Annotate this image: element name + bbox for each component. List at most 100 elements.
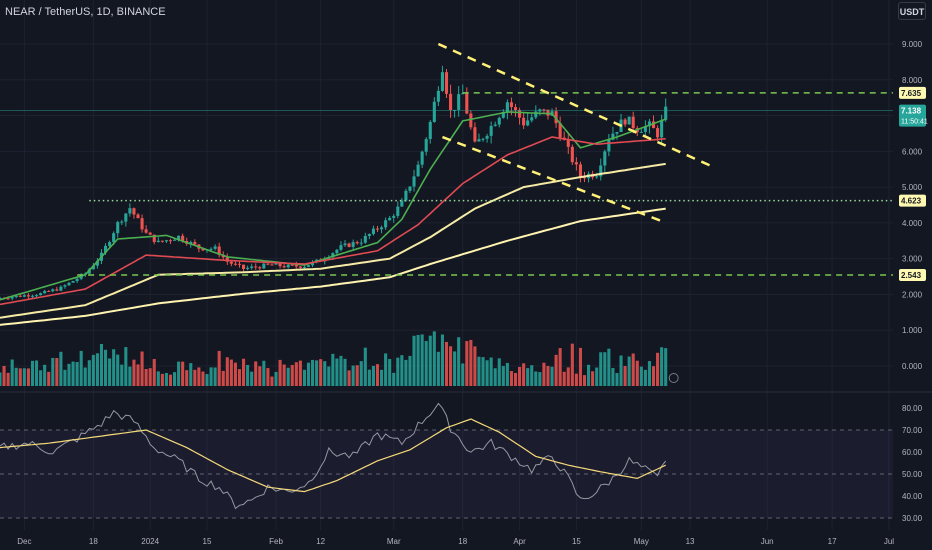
volume-bar — [453, 351, 457, 386]
candle-body — [501, 112, 505, 118]
candle-body — [651, 121, 656, 129]
candle-body — [75, 278, 79, 282]
candle-body — [246, 267, 250, 269]
volume-bar — [152, 358, 156, 386]
candle-body — [144, 229, 148, 233]
volume-bar — [331, 353, 335, 386]
candle-body — [526, 120, 530, 126]
candle-body — [290, 264, 294, 266]
price-tick-label: 9.000 — [902, 40, 923, 49]
candle-body — [189, 242, 193, 244]
volume-bar — [404, 359, 408, 386]
price-label: 7.138 — [901, 107, 922, 116]
candle-body — [274, 263, 278, 265]
candle-body — [424, 138, 428, 152]
volume-bar — [120, 364, 124, 386]
volume-bar — [647, 361, 651, 386]
candle-body — [152, 234, 156, 242]
candle-body — [254, 266, 258, 268]
volume-bar — [639, 366, 643, 386]
candle-body — [10, 297, 14, 299]
volume-bar — [436, 351, 440, 386]
candle-body — [457, 94, 461, 110]
volume-bar — [587, 364, 591, 386]
candle-body — [343, 243, 347, 246]
volume-bar — [562, 371, 566, 386]
volume-bar — [444, 341, 449, 386]
volume-bar — [172, 372, 177, 386]
candle-body — [120, 221, 124, 223]
volume-bar — [501, 366, 505, 386]
candle-body — [647, 121, 651, 127]
candle-body — [124, 213, 128, 222]
volume-bar — [128, 366, 132, 386]
volume-bar — [201, 371, 205, 386]
volume-bar — [384, 353, 388, 386]
time-tick-label: 15 — [572, 537, 581, 546]
volume-bar — [51, 357, 55, 386]
candle-body — [656, 128, 660, 138]
candle-body — [213, 246, 217, 249]
volume-bar — [108, 358, 112, 386]
time-tick-label: Jul — [884, 537, 894, 546]
candle-body — [396, 206, 400, 216]
volume-bar — [168, 374, 173, 386]
candle-body — [148, 232, 152, 235]
candle-body — [578, 164, 582, 178]
candle-body — [282, 266, 286, 268]
moving-average-line — [0, 162, 666, 319]
volume-bar — [213, 367, 217, 386]
candle-body — [128, 208, 132, 214]
volume-bar — [660, 347, 664, 386]
volume-bar — [302, 369, 306, 386]
candle-body — [306, 265, 311, 267]
candle-body — [639, 131, 643, 133]
volume-bar — [534, 371, 538, 386]
candle-body — [631, 116, 635, 129]
candle-body — [168, 240, 173, 242]
candle-body — [209, 248, 213, 250]
candle-body — [242, 264, 246, 269]
candle-body — [643, 126, 647, 132]
volume-bar — [262, 360, 266, 386]
candle-body — [388, 217, 392, 221]
volume-bar — [578, 347, 582, 386]
candle-body — [554, 111, 558, 124]
time-tick-label: 13 — [686, 537, 695, 546]
volume-bar — [440, 334, 444, 386]
volume-bar — [380, 369, 384, 386]
candle-body — [22, 295, 26, 297]
volume-bar — [631, 353, 635, 386]
volume-bar — [47, 371, 51, 386]
candle-body — [6, 298, 10, 300]
volume-bar — [599, 352, 603, 386]
volume-bar — [205, 374, 209, 386]
candle-body — [266, 263, 270, 265]
volume-bar — [112, 349, 116, 386]
price-tick-label: 8.000 — [902, 76, 923, 85]
candle-body — [582, 177, 587, 179]
candle-body — [355, 242, 359, 244]
candle-body — [140, 218, 144, 230]
volume-bar — [355, 365, 359, 386]
candle-body — [26, 295, 30, 297]
volume-bar — [189, 363, 193, 386]
candle-body — [375, 228, 380, 230]
volume-bar — [607, 348, 611, 386]
volume-bar — [233, 362, 237, 386]
volume-bar — [550, 366, 554, 386]
volume-bar — [428, 335, 432, 386]
candle-body — [469, 113, 473, 128]
moving-average-line — [0, 207, 666, 326]
candle-body — [384, 220, 388, 228]
volume-bar — [39, 370, 43, 386]
volume-bar — [140, 351, 144, 386]
volume-bar — [193, 369, 197, 386]
candle-body — [440, 72, 444, 91]
currency-button[interactable]: USDT — [898, 2, 926, 20]
volume-bar — [298, 360, 302, 386]
volume-bar — [185, 370, 189, 386]
trendline — [437, 42, 715, 169]
volume-bar — [258, 366, 262, 386]
